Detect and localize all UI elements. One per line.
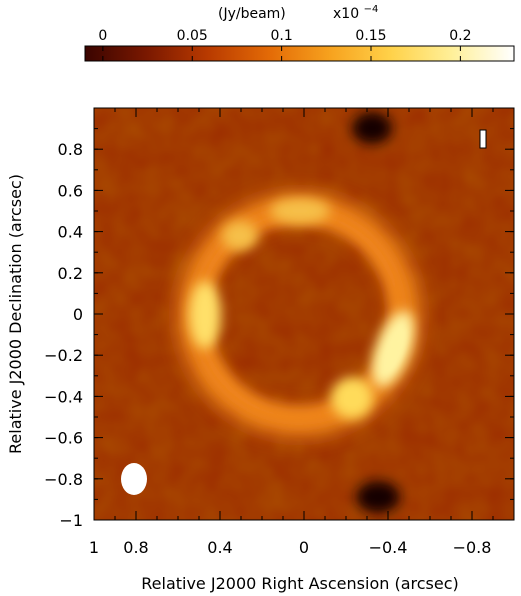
y-tick-label: −0.8 (44, 470, 83, 489)
map-ticks (93, 108, 514, 521)
colorbar-tick-label: 0.15 (355, 28, 386, 44)
colorbar-unit-label: (Jy/beam) (218, 6, 286, 22)
y-tick-label: 0.2 (58, 264, 83, 283)
colorbar-tick-label: 0.05 (177, 28, 208, 44)
y-tick-labels: 0.8 0.6 0.4 0.2 0 −0.2 −0.4 −0.6 −0.8 −1 (44, 140, 83, 530)
x-tick-label: 0.8 (123, 538, 148, 557)
colorbar-scale-base: x10 (333, 6, 359, 22)
colorbar-scale-label: x10 −4 (333, 4, 378, 22)
x-tick-label: 1 (89, 538, 99, 557)
map-noise-texture (94, 108, 514, 520)
colorbar-tick-label: 0.1 (270, 28, 292, 44)
x-tick-label: 0.4 (207, 538, 232, 557)
y-tick-label: −0.6 (44, 429, 83, 448)
x-axis-label: Relative J2000 Right Ascension (arcsec) (141, 574, 459, 593)
hotspot-top (270, 198, 330, 224)
hotspot-upper-left (222, 221, 258, 251)
x-tick-label: −0.8 (453, 538, 492, 557)
colorbar-strip (84, 45, 515, 62)
y-tick-label: 0.8 (58, 140, 83, 159)
ring-hotspots (189, 198, 415, 419)
y-tick-label: −0.2 (44, 346, 83, 365)
y-tick-label: 0 (73, 305, 83, 324)
dark-artifact-top (352, 112, 392, 144)
y-tick-label: −1 (59, 511, 83, 530)
colorbar-tick-label: 0 (98, 28, 107, 44)
hotspot-left (189, 281, 221, 349)
x-tick-labels: 1 0.8 0.4 0 −0.4 −0.8 (89, 538, 492, 557)
colorbar-scale-exponent: −4 (364, 4, 379, 15)
colorbar-tick-labels: 0 0.05 0.1 0.15 0.2 (98, 28, 471, 44)
scale-marker (479, 129, 487, 149)
x-tick-label: 0 (299, 538, 309, 557)
colorbar-tick-label: 0.2 (449, 28, 471, 44)
y-axis-label: Relative J2000 Declination (arcsec) (6, 174, 25, 454)
dark-artifact-bottom (356, 481, 400, 513)
beam-ellipse (121, 463, 147, 495)
y-tick-label: −0.4 (44, 387, 83, 406)
x-tick-label: −0.4 (369, 538, 408, 557)
map-image (94, 108, 514, 520)
hotspot-lower-right (331, 377, 373, 419)
y-tick-label: 0.6 (58, 181, 83, 200)
hotspot-right-core (383, 327, 407, 373)
y-tick-label: 0.4 (58, 223, 83, 242)
colorbar: (Jy/beam) x10 −4 0 0.05 0.1 0.15 0.2 (84, 4, 515, 62)
colorbar-ticks (102, 46, 461, 61)
